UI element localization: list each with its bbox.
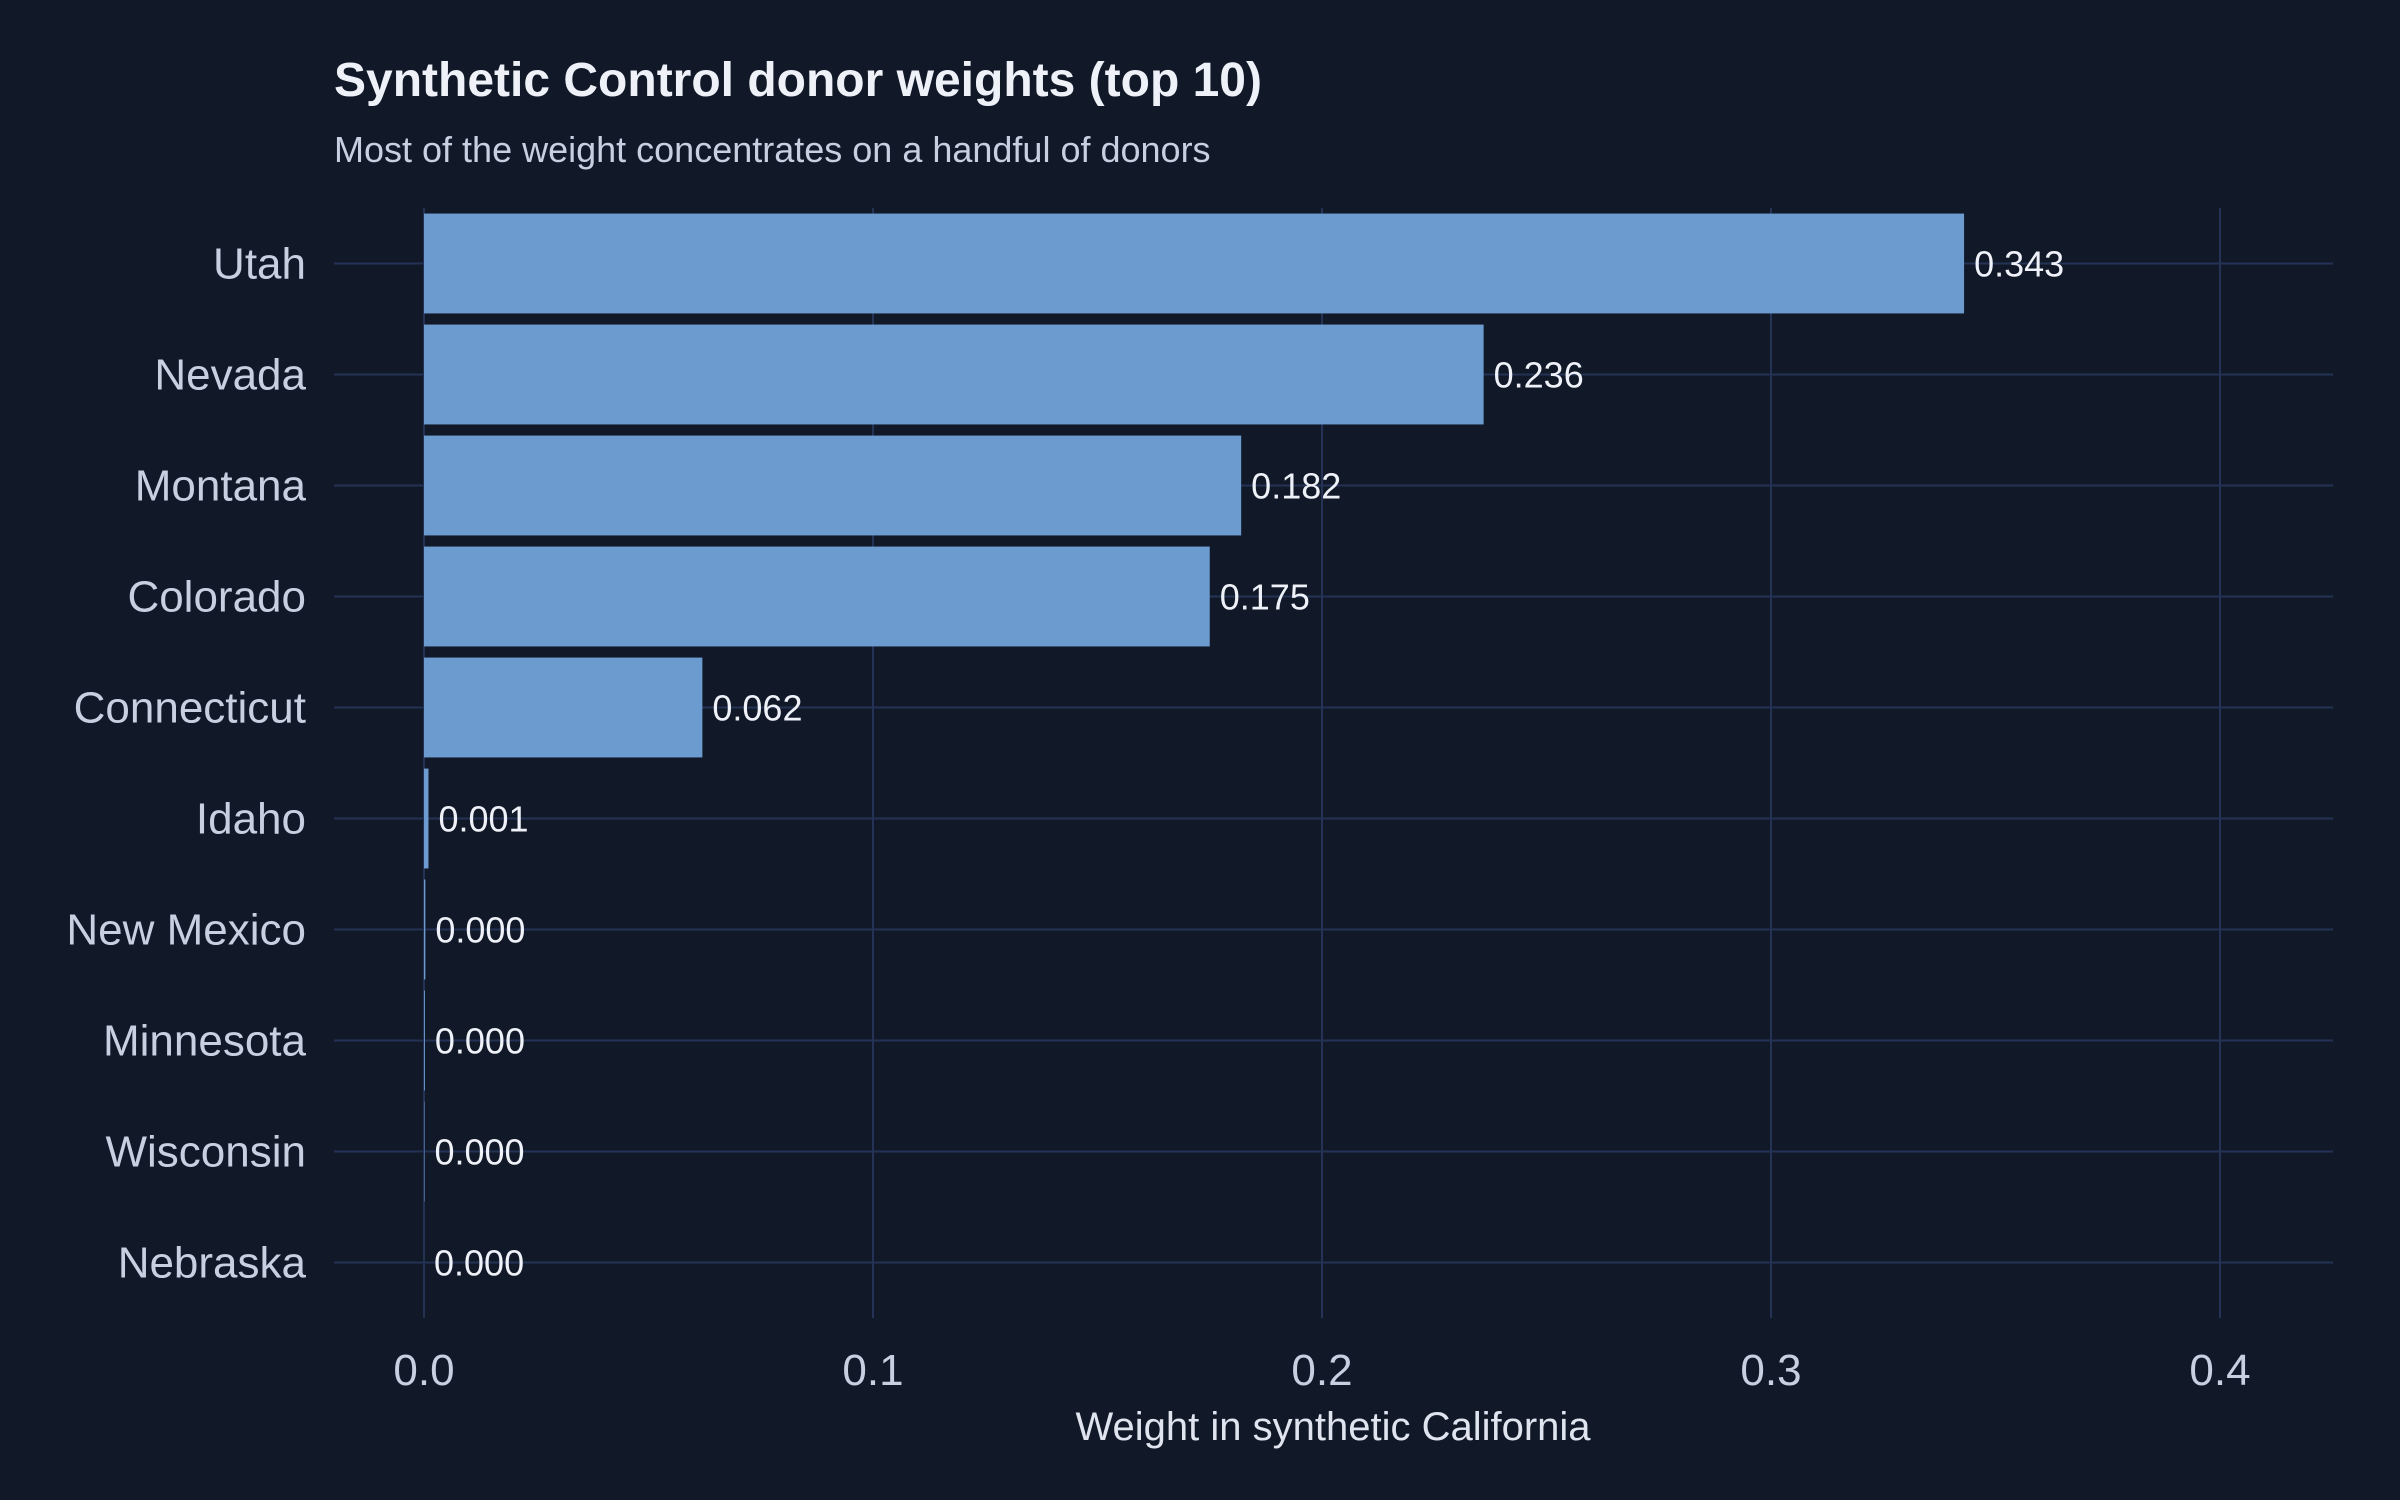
bars-layer [424,213,1965,1202]
y-tick-label: Connecticut [74,684,306,733]
chart-title: Synthetic Control donor weights (top 10) [334,54,1262,107]
bar-new-mexico [424,879,426,980]
data-label: 0.000 [435,910,525,951]
y-tick-label: Colorado [127,573,306,622]
x-tick-label: 0.0 [393,1346,454,1395]
data-label: 0.062 [712,688,802,729]
data-label: 0.000 [434,1243,524,1284]
data-label: 0.236 [1494,355,1584,396]
bar-nevada [424,324,1484,425]
x-tick-label: 0.1 [842,1346,903,1395]
data-label: 0.175 [1220,577,1310,618]
x-tick-label: 0.3 [1740,1346,1801,1395]
y-tick-label: Nebraska [118,1239,307,1288]
chart-subtitle: Most of the weight concentrates on a han… [334,129,1211,170]
x-axis-tick-labels: 0.0 0.1 0.2 0.3 0.4 [393,1346,2250,1395]
y-tick-label: Minnesota [103,1017,307,1066]
bar-colorado [424,546,1210,647]
bar-utah [424,213,1965,314]
y-tick-label: Utah [213,240,306,289]
x-tick-label: 0.2 [1291,1346,1352,1395]
y-tick-label: New Mexico [66,906,306,955]
bar-montana [424,435,1242,536]
data-labels-layer: 0.343 0.236 0.182 0.175 0.062 0.001 0.000 0.000… [434,244,2064,1284]
y-tick-label: Wisconsin [106,1128,307,1177]
y-tick-label: Nevada [154,351,306,400]
data-label: 0.000 [434,1132,524,1173]
bar-connecticut [424,657,703,758]
bar-idaho [424,768,429,869]
y-tick-label: Montana [135,462,307,511]
data-label: 0.000 [435,1021,525,1062]
data-label: 0.001 [438,799,528,840]
bar-minnesota [424,990,425,1091]
data-label: 0.343 [1974,244,2064,285]
x-tick-label: 0.4 [2189,1346,2250,1395]
y-axis-tick-labels: Utah Nevada Montana Colorado Connecticut Idah… [66,240,306,1288]
data-label: 0.182 [1251,466,1341,507]
y-tick-label: Idaho [196,795,306,844]
x-axis-label: Weight in synthetic California [1075,1405,1591,1449]
